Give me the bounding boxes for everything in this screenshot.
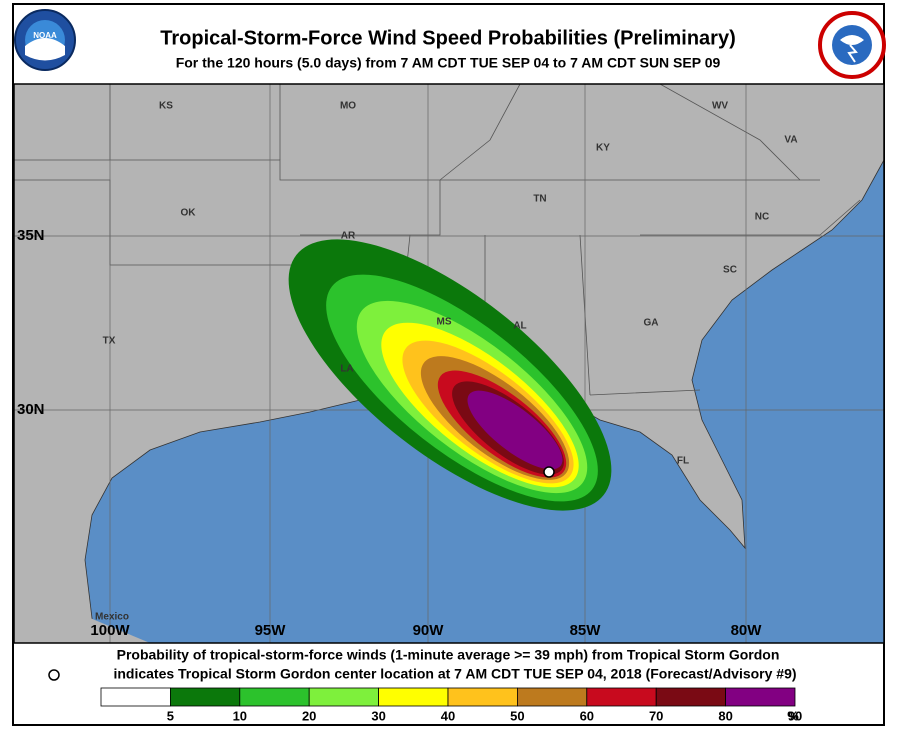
legend-tick: 70 bbox=[649, 708, 663, 723]
legend-tick: 30 bbox=[371, 708, 385, 723]
legend-swatch bbox=[100, 687, 171, 707]
graticule bbox=[14, 84, 884, 643]
region-label: AR bbox=[341, 231, 356, 242]
lon-label: 90W bbox=[413, 622, 445, 639]
region-label: OK bbox=[181, 208, 197, 219]
legend-swatch bbox=[169, 687, 241, 707]
legend-swatch bbox=[308, 687, 380, 707]
lon-label: 85W bbox=[570, 622, 602, 639]
region-label: VA bbox=[784, 135, 797, 146]
probability-contours bbox=[288, 239, 612, 511]
region-label: Mexico bbox=[95, 612, 129, 623]
footer-line2: indicates Tropical Storm Gordon center l… bbox=[113, 666, 796, 682]
legend-swatch bbox=[447, 687, 518, 707]
legend-tick: 90 bbox=[788, 708, 802, 723]
subtitle: For the 120 hours (5.0 days) from 7 AM C… bbox=[176, 55, 721, 71]
region-label: GA bbox=[644, 318, 659, 329]
svg-text:NOAA: NOAA bbox=[33, 31, 57, 40]
lon-label: 100W bbox=[90, 622, 130, 639]
region-label: AL bbox=[513, 321, 526, 332]
contour bbox=[467, 390, 563, 470]
title: Tropical-Storm-Force Wind Speed Probabil… bbox=[160, 27, 736, 49]
storm-center bbox=[543, 466, 555, 478]
lat-label: 30N bbox=[17, 401, 45, 418]
legend-swatch bbox=[586, 687, 657, 707]
region-label: MO bbox=[340, 101, 356, 112]
nws-logo bbox=[818, 11, 886, 79]
legend-tick: 80 bbox=[718, 708, 732, 723]
legend-tick: 5 bbox=[167, 708, 174, 723]
region-label: TX bbox=[103, 336, 116, 347]
legend-swatch bbox=[239, 687, 310, 707]
center-symbol bbox=[48, 669, 60, 681]
lon-label: 80W bbox=[731, 622, 763, 639]
noaa-logo: NOAA bbox=[14, 9, 76, 71]
legend-unit: % bbox=[787, 708, 799, 723]
legend-swatch bbox=[517, 687, 588, 707]
region-label: KS bbox=[159, 101, 173, 112]
legend-tick: 10 bbox=[233, 708, 247, 723]
legend-tick: 40 bbox=[441, 708, 455, 723]
region-label: TN bbox=[533, 194, 546, 205]
region-label: NC bbox=[755, 212, 769, 223]
legend-tick: 50 bbox=[510, 708, 524, 723]
legend-swatch bbox=[378, 687, 449, 707]
map: KS MO WV KY VA TN OK NC AR SC MS AL GA TX LA FL Mexico 35… bbox=[13, 83, 885, 644]
legend-swatch bbox=[725, 687, 796, 707]
map-border bbox=[13, 83, 885, 644]
footer: Probability of tropical-storm-force wind… bbox=[48, 647, 802, 723]
region-label: KY bbox=[596, 143, 610, 154]
region-label: WV bbox=[712, 101, 728, 112]
footer-line1: Probability of tropical-storm-force wind… bbox=[117, 647, 780, 663]
ocean bbox=[84, 159, 884, 643]
region-label: SC bbox=[723, 265, 737, 276]
region-label: LA bbox=[340, 364, 353, 375]
region-label: FL bbox=[677, 456, 689, 467]
region-label: MS bbox=[437, 317, 452, 328]
legend-swatch bbox=[655, 687, 727, 707]
legend-tick: 20 bbox=[302, 708, 316, 723]
mexico-land bbox=[14, 605, 150, 643]
lon-label: 95W bbox=[255, 622, 287, 639]
lat-label: 35N bbox=[17, 227, 45, 244]
legend-tick: 60 bbox=[580, 708, 594, 723]
